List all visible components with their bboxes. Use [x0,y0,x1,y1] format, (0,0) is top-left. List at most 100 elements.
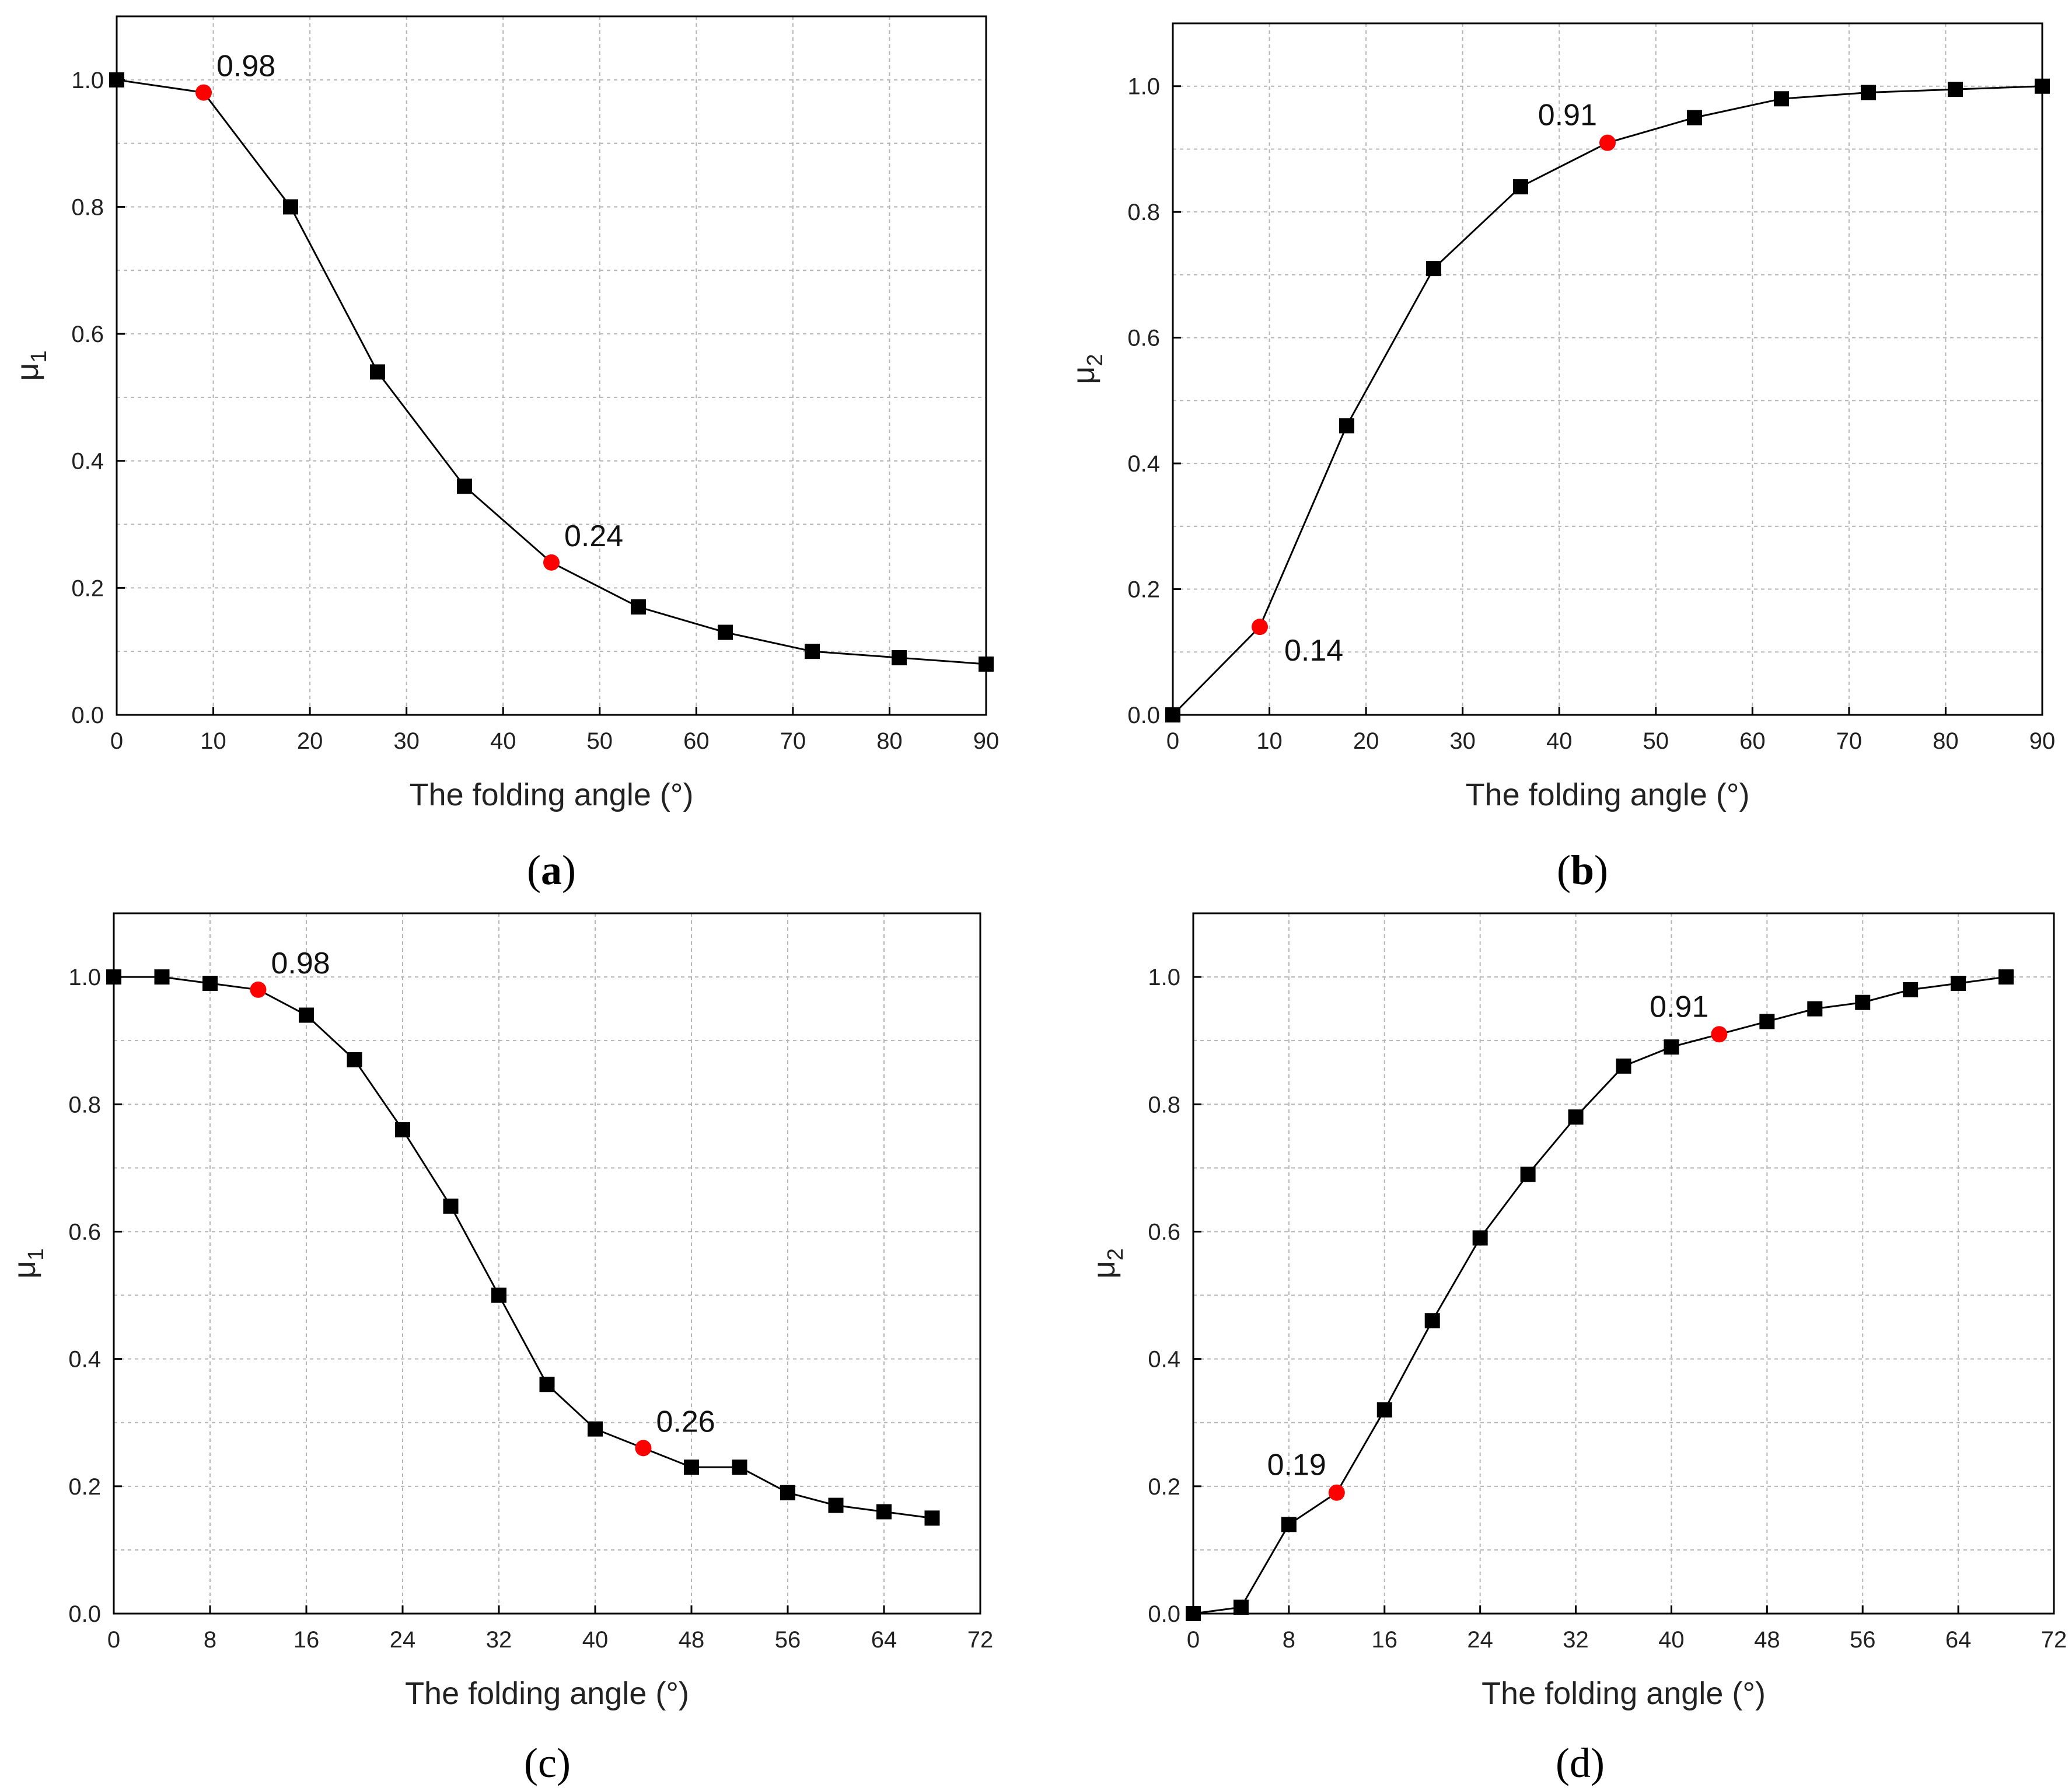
data-point [1233,1600,1249,1615]
point-annotation: 0.98 [216,50,275,83]
plot-frame [1172,22,2043,716]
x-tick-label: 8 [204,1627,216,1653]
data-point [588,1421,603,1437]
y-axis-title: μ1 [10,350,51,380]
data-point [805,644,820,659]
data-point [1568,1109,1584,1125]
caption-close-paren: ) [562,847,576,893]
x-tick-label: 60 [683,728,710,754]
y-tick-label: 1.0 [68,965,101,990]
highlight-point [1328,1484,1345,1501]
caption-open-paren: ( [1557,847,1571,893]
y-tick-label: 0.4 [68,1347,101,1373]
x-tick-label: 64 [871,1627,897,1653]
caption-letter: a [541,847,562,893]
highlight-point [1711,1026,1728,1043]
data-point [1998,969,2014,985]
y-tick-label: 0.2 [68,1474,101,1500]
x-tick-label: 0 [1187,1627,1200,1653]
y-axis-title-subscript: 1 [27,350,51,362]
data-point [631,599,646,615]
panel-caption: (a) [527,847,576,893]
highlight-point [1252,619,1268,636]
x-tick-label: 40 [1658,1627,1685,1653]
point-annotation: 0.19 [1267,1448,1326,1482]
y-tick-label: 0.8 [68,1092,101,1118]
x-tick-label: 0 [110,728,123,754]
data-point [1855,994,1871,1010]
y-tick-label: 1.0 [1148,965,1180,990]
data-point [1186,1606,1201,1621]
caption-close-paren: ) [1594,847,1608,893]
panel-b: 0 10 20 30 40 50 60 70 80 90 0.0 0.2 0.4 0.6 0.8 1.0 The… [1066,22,2055,893]
data-point [347,1052,362,1067]
x-tick-label: 40 [1546,728,1573,754]
x-tick-label: 40 [490,728,516,754]
y-tick-label: 0.2 [1148,1474,1180,1500]
x-tick-label: 40 [582,1627,609,1653]
data-point [1513,179,1528,195]
highlight-point [543,554,560,571]
series-line-d [1193,976,2007,1615]
series-line-c [114,976,932,1519]
x-tick-label: 56 [775,1627,801,1653]
plot-frame [116,15,987,716]
x-tick-label: 16 [293,1627,320,1653]
x-tick-label: 16 [1372,1627,1398,1653]
x-tick-label: 24 [390,1627,416,1653]
data-point [1948,82,1963,97]
panel-c: 0 8 16 24 32 40 48 56 64 72 0.0 0.2 0.4 0.6 0.8 1.0 The … [7,912,993,1786]
point-annotation: 0.98 [271,947,330,980]
data-point [1426,261,1441,277]
y-axis-title: μ2 [1066,354,1107,384]
y-tick-label: 0.4 [71,449,104,474]
x-tick-label: 0 [107,1627,120,1653]
data-point [780,1485,795,1500]
series-line-a [116,79,987,665]
x-axis-title: The folding angle (°) [405,1676,689,1711]
x-axis-title: The folding angle (°) [1466,777,1750,812]
data-point [876,1504,892,1520]
x-tick-label: 72 [2041,1627,2067,1653]
plot-frame [113,912,981,1615]
y-tick-label: 0.4 [1148,1347,1180,1373]
data-point [1520,1167,1536,1182]
y-axis-title-subscript: 1 [24,1248,48,1261]
x-tick-label: 10 [1256,728,1283,754]
x-tick-label: 8 [1283,1627,1295,1653]
y-axis-title-symbol: μ [1086,1261,1121,1279]
x-tick-label: 30 [1449,728,1476,754]
x-tick-label: 56 [1850,1627,1876,1653]
y-axis-title-symbol: μ [10,363,45,381]
data-point [1807,1001,1823,1017]
x-axis-title: The folding angle (°) [1482,1676,1766,1711]
data-point [1664,1039,1679,1055]
y-tick-label: 0.0 [71,703,104,728]
y-tick-label: 0.6 [71,322,104,347]
data-point [684,1460,699,1475]
point-annotation: 0.14 [1284,634,1343,668]
x-tick-label: 32 [1563,1627,1589,1653]
data-point [299,1007,314,1023]
data-point [106,969,121,985]
data-point [2035,78,2050,94]
data-point [283,199,298,215]
data-point [202,976,218,991]
data-point [1687,110,1702,125]
y-tick-label: 0.2 [1127,577,1160,603]
y-tick-label: 0.0 [1127,703,1160,728]
y-tick-label: 1.0 [71,68,104,93]
data-point [1472,1230,1488,1246]
highlight-point [1599,134,1616,151]
highlight-point [250,981,267,998]
x-tick-label: 90 [973,728,1000,754]
panel-caption: (c) [524,1740,571,1786]
y-tick-label: 0.0 [1148,1601,1180,1627]
panel-caption: (b) [1557,847,1608,893]
data-point [892,650,907,666]
x-tick-label: 48 [1754,1627,1780,1653]
data-point [1376,1402,1392,1418]
y-tick-label: 0.0 [68,1601,101,1627]
x-tick-label: 10 [200,728,226,754]
panel-a: 0 10 20 30 40 50 60 70 80 90 0.0 0.2 0.4 0.6 0.8 1.0 The… [10,15,1000,893]
